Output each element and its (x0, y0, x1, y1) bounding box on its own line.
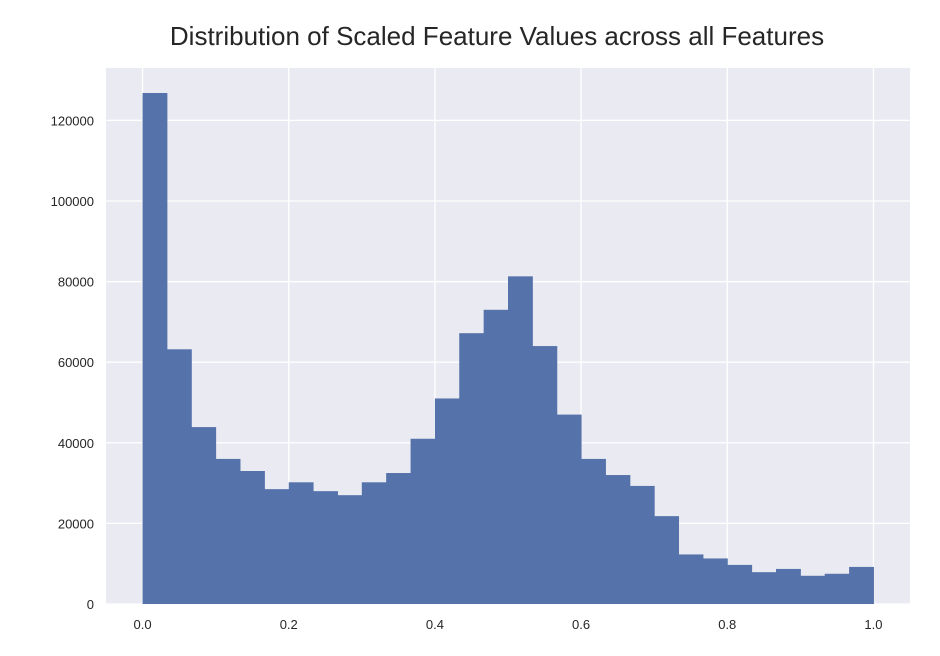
histogram-bar (751, 572, 777, 604)
y-tick-label: 0 (87, 597, 94, 612)
y-tick-label: 80000 (58, 275, 94, 290)
x-tick-label: 0.0 (134, 617, 152, 632)
x-tick-label: 0.8 (718, 617, 736, 632)
y-tick-label: 100000 (51, 194, 94, 209)
histogram-bar (313, 491, 338, 604)
y-tick-label: 120000 (51, 113, 94, 128)
histogram-bar (800, 575, 826, 604)
histogram-bar (508, 276, 533, 604)
histogram-bar (629, 485, 655, 604)
histogram-bar (654, 516, 680, 604)
histogram-bar (532, 346, 558, 604)
x-axis-ticks: 0.0 0.2 0.4 0.6 0.8 1.0 (134, 617, 883, 632)
histogram-bar (215, 458, 241, 604)
histogram-bar (434, 398, 460, 604)
chart-title: Distribution of Scaled Feature Values ac… (170, 21, 824, 51)
histogram-bar (386, 473, 412, 604)
histogram-bar (556, 414, 582, 604)
histogram-bars (142, 92, 874, 605)
histogram-bar (727, 564, 753, 604)
y-tick-label: 20000 (58, 516, 94, 531)
histogram-bar (264, 489, 290, 604)
histogram-bar (410, 438, 436, 604)
histogram-bar (191, 427, 217, 604)
x-tick-label: 0.2 (280, 617, 298, 632)
histogram-bar (288, 482, 314, 604)
histogram-bar (142, 92, 168, 605)
y-axis-ticks: 0 20000 40000 60000 80000 100000 120000 (51, 113, 94, 612)
histogram-bar (605, 475, 631, 604)
y-tick-label: 60000 (58, 355, 94, 370)
x-tick-label: 1.0 (864, 617, 882, 632)
histogram-bar (483, 309, 509, 604)
histogram-bar (361, 482, 387, 604)
x-tick-label: 0.4 (426, 617, 444, 632)
histogram-bar (166, 349, 192, 604)
x-tick-label: 0.6 (572, 617, 590, 632)
histogram-bar (849, 566, 874, 604)
histogram-bar (776, 568, 801, 604)
histogram-bar (459, 333, 485, 604)
histogram-bar (824, 573, 850, 604)
histogram-bar (581, 458, 606, 604)
histogram-bar (678, 554, 704, 604)
y-tick-label: 40000 (58, 436, 94, 451)
histogram-bar (239, 471, 265, 604)
histogram-bar (702, 558, 728, 604)
histogram-bar (337, 495, 363, 604)
